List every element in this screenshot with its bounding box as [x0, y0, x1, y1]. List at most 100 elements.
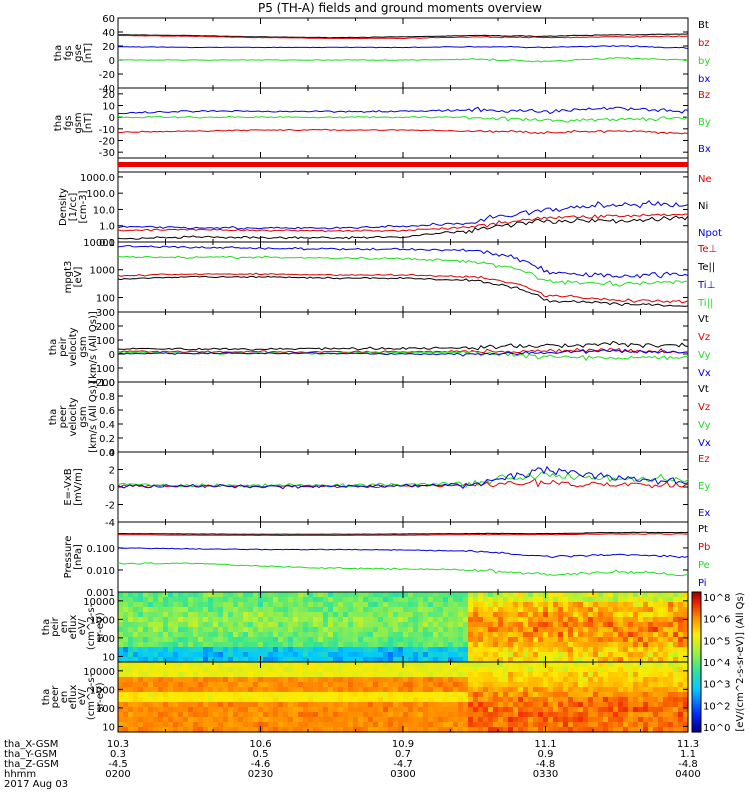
spectrogram-cell	[468, 727, 474, 733]
spectrogram-cell	[433, 672, 439, 678]
spectrogram-cell	[473, 632, 479, 638]
spectrogram-cell	[523, 617, 529, 623]
spectrogram-cell	[588, 657, 594, 663]
spectrogram-cell	[503, 667, 509, 673]
spectrogram-cell	[163, 697, 169, 703]
spectrogram-cell	[198, 677, 204, 683]
spectrogram-cell	[423, 692, 429, 698]
spectrogram-cell	[483, 722, 489, 728]
spectrogram-cell	[573, 622, 579, 628]
spectrogram-cell	[533, 722, 539, 728]
spectrogram-cell	[268, 647, 274, 653]
spectrogram-cell	[683, 642, 689, 648]
spectrogram-cell	[318, 677, 324, 683]
spectrogram-cell	[388, 632, 394, 638]
spectrogram-cell	[123, 592, 129, 598]
spectrogram-cell	[158, 667, 164, 673]
spectrogram-cell	[183, 667, 189, 673]
spectrogram-cell	[618, 682, 624, 688]
spectrogram-cell	[298, 642, 304, 648]
colorbar-segment	[692, 628, 701, 631]
spectrogram-cell	[328, 652, 334, 658]
spectrogram-cell	[233, 662, 239, 668]
spectrogram-cell	[683, 607, 689, 613]
spectrogram-cell	[143, 647, 149, 653]
y-tick-label: 4	[109, 448, 115, 459]
spectrogram-cell	[513, 707, 519, 713]
spectrogram-cell	[308, 727, 314, 733]
spectrogram-cell	[383, 627, 389, 633]
spectrogram-cell	[173, 602, 179, 608]
spectrogram-cell	[253, 642, 259, 648]
spectrogram-cell	[673, 662, 679, 668]
spectrogram-cell	[343, 617, 349, 623]
spectrogram-cell	[293, 697, 299, 703]
y-tick-label: 0.4	[99, 420, 115, 431]
spectrogram-cell	[578, 672, 584, 678]
spectrogram-cell	[318, 652, 324, 658]
spectrogram-cell	[273, 702, 279, 708]
spectrogram-cell	[168, 647, 174, 653]
spectrogram-cell	[498, 712, 504, 718]
spectrogram-cell	[608, 697, 614, 703]
spectrogram-cell	[403, 722, 409, 728]
spectrogram-cell	[388, 642, 394, 648]
spectrogram-cell	[503, 682, 509, 688]
spectrogram-cell	[668, 622, 674, 628]
spectrogram-cell	[543, 597, 549, 603]
spectrogram-cell	[613, 677, 619, 683]
y-tick-label: 300	[96, 308, 115, 319]
spectrogram-cell	[673, 607, 679, 613]
spectrogram-cell	[493, 672, 499, 678]
spectrogram-cell	[568, 592, 574, 598]
spectrogram-cell	[118, 652, 124, 658]
spectrogram-cell	[563, 642, 569, 648]
spectrogram-cell	[178, 722, 184, 728]
ylabel-line: fgs	[63, 45, 74, 60]
spectrogram-cell	[638, 597, 644, 603]
spectrogram-cell	[463, 652, 469, 658]
spectrogram-cell	[313, 727, 319, 733]
spectrogram-cell	[508, 627, 514, 633]
spectrogram-cell	[648, 632, 654, 638]
spectrogram-cell	[203, 607, 209, 613]
spectrogram-cell	[198, 597, 204, 603]
spectrogram-cell	[538, 707, 544, 713]
spectrogram-cell	[118, 607, 124, 613]
y-tick-label: 200	[96, 322, 115, 333]
spectrogram-cell	[278, 622, 284, 628]
panel-ylabel: thapeerenefluxeV/(cm^2-s-sr-eV)	[41, 673, 106, 720]
colorbar-tick-label: 10^6	[703, 615, 730, 626]
spectrogram-cell	[278, 592, 284, 598]
spectrogram-cell	[603, 692, 609, 698]
spectrogram-cell	[168, 612, 174, 618]
spectrogram-cell	[518, 707, 524, 713]
spectrogram-cell	[323, 727, 329, 733]
spectrogram-cell	[343, 602, 349, 608]
spectrogram-cell	[168, 717, 174, 723]
y-tick-label: 0	[109, 56, 115, 67]
spectrogram-cell	[183, 627, 189, 633]
spectrogram-cell	[373, 627, 379, 633]
spectrogram-cell	[598, 607, 604, 613]
spectrogram-cell	[433, 612, 439, 618]
spectrogram-cell	[313, 707, 319, 713]
spectrogram-cell	[303, 637, 309, 643]
spectrogram-cell	[668, 682, 674, 688]
spectrogram-cell	[133, 712, 139, 718]
spectrogram-cell	[623, 677, 629, 683]
spectrogram-cell	[498, 692, 504, 698]
spectrogram-cell	[648, 677, 654, 683]
spectrogram-cell	[198, 702, 204, 708]
spectrogram-cell	[578, 697, 584, 703]
spectrogram-cell	[638, 622, 644, 628]
spectrogram-cell	[493, 712, 499, 718]
spectrogram-cell	[218, 697, 224, 703]
spectrogram-cell	[543, 677, 549, 683]
spectrogram-cell	[468, 612, 474, 618]
spectrogram-cell	[608, 662, 614, 668]
footer-value: 10.3	[107, 739, 129, 750]
spectrogram-cell	[403, 652, 409, 658]
spectrogram-cell	[288, 617, 294, 623]
spectrogram-cell	[428, 712, 434, 718]
